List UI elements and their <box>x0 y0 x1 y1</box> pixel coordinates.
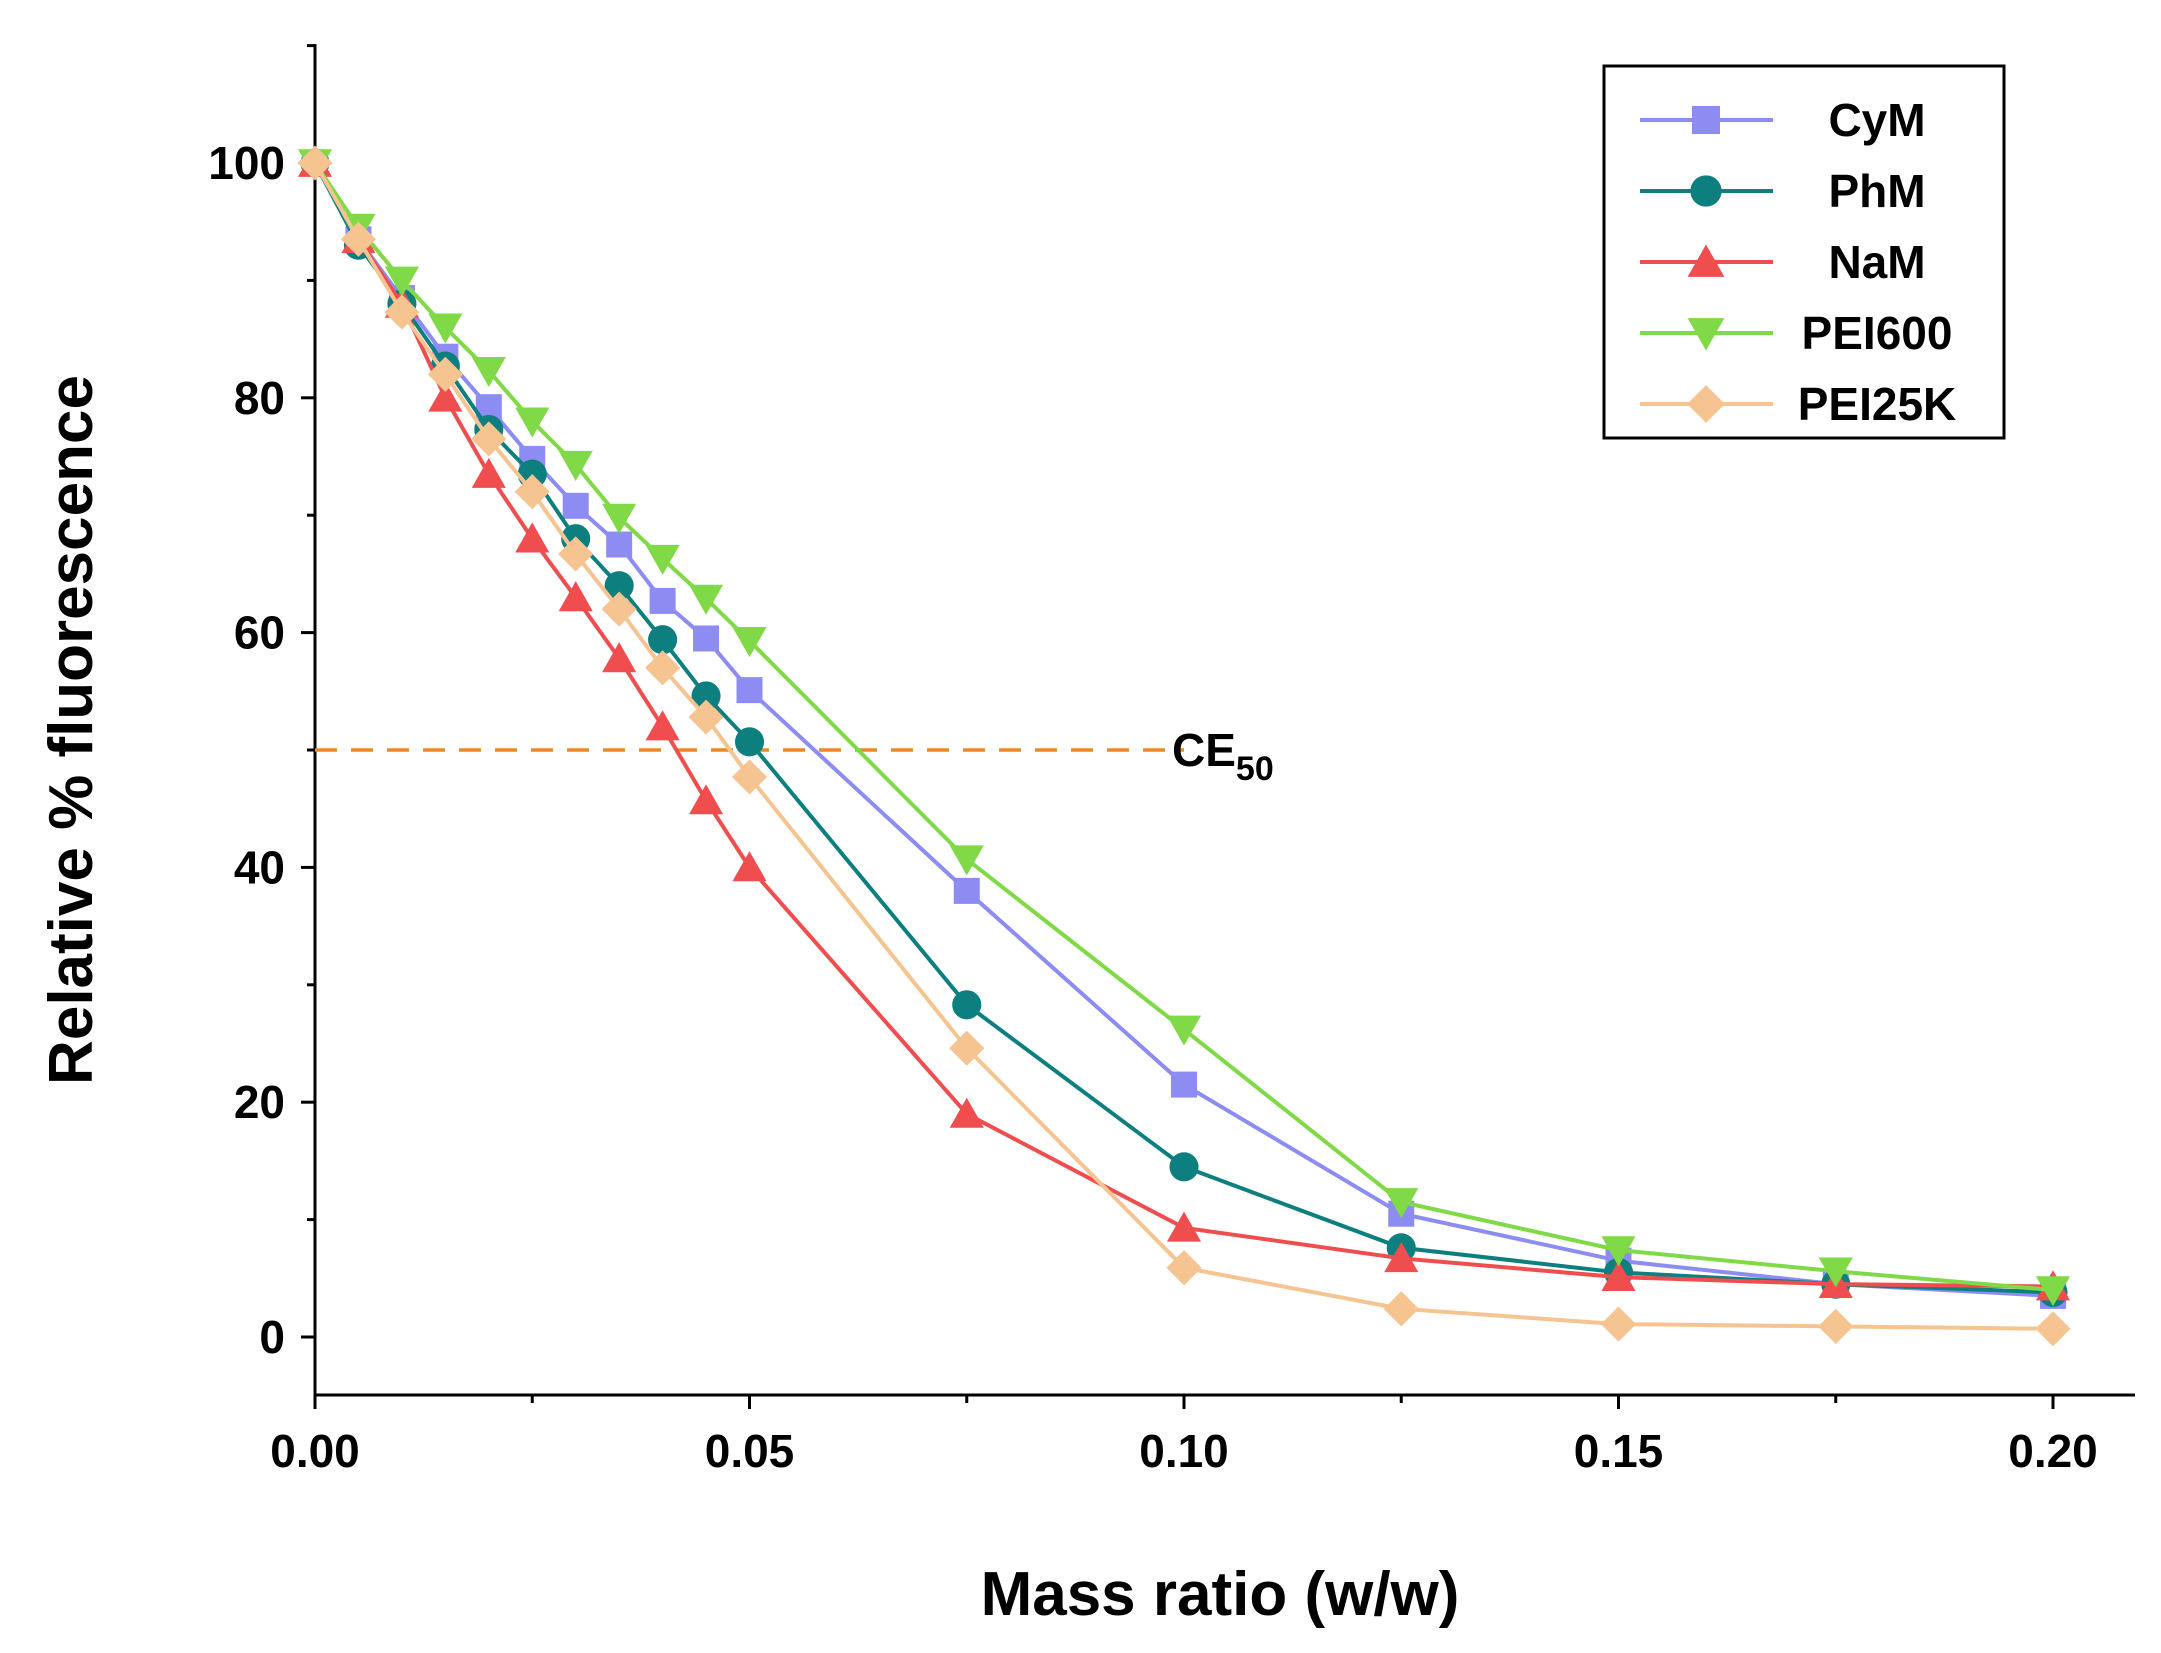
ce50-label-main: CE <box>1172 724 1236 776</box>
data-point-phm <box>952 990 982 1020</box>
data-point-pei25k <box>645 650 681 686</box>
x-axis-title: Mass ratio (w/w) <box>981 1560 1460 1629</box>
x-tick-label: 0.15 <box>1574 1425 1664 1477</box>
legend-item-nam: NaM <box>1640 236 1926 288</box>
legend-label: NaM <box>1828 236 1925 288</box>
data-point-cym <box>562 492 589 519</box>
x-tick-label: 0.20 <box>2008 1425 2098 1477</box>
y-axis-title: Relative % fluorescence <box>37 375 106 1085</box>
axes <box>313 44 2135 1397</box>
legend-label: PhM <box>1828 165 1925 217</box>
data-point-phm <box>648 625 678 655</box>
data-point-pei600 <box>558 450 593 481</box>
data-point-pei25k <box>1383 1291 1419 1327</box>
data-point-pei600 <box>471 356 506 388</box>
data-point-pei600 <box>428 313 463 344</box>
y-tick-label: 20 <box>234 1076 285 1128</box>
data-point-pei25k <box>949 1030 985 1066</box>
data-point-phm <box>604 571 634 601</box>
y-tick-label: 100 <box>208 137 285 189</box>
legend-label: PEI25K <box>1798 378 1957 430</box>
x-tick-label: 0.00 <box>270 1425 360 1477</box>
data-point-pei25k <box>384 294 420 330</box>
x-tick-label: 0.05 <box>705 1425 795 1477</box>
data-point-pei600 <box>688 584 724 615</box>
data-point-nam <box>515 522 550 553</box>
data-point-pei25k <box>601 591 637 627</box>
legend-marker-triangle-up <box>1687 244 1725 277</box>
data-point-pei25k <box>1166 1250 1202 1286</box>
data-point-pei25k <box>427 356 463 392</box>
data-point-phm <box>691 681 721 711</box>
data-point-cym <box>649 587 676 614</box>
data-point-pei25k <box>340 221 376 257</box>
legend-box <box>1602 64 2006 440</box>
legend-item-cym: CyM <box>1640 94 1926 146</box>
data-point-pei600 <box>1601 1236 1636 1267</box>
data-point-nam <box>558 581 593 612</box>
data-point-nam <box>428 381 463 412</box>
series-pei25k <box>297 145 2071 1347</box>
y-tick-label: 40 <box>234 841 285 893</box>
legend-marker-diamond <box>1687 385 1725 423</box>
data-point-pei25k <box>514 474 550 510</box>
data-point-nam <box>1601 1260 1636 1291</box>
y-tick-label: 80 <box>234 372 285 424</box>
data-point-phm <box>1169 1152 1199 1182</box>
data-point-nam <box>471 457 506 488</box>
data-point-nam <box>949 1097 984 1128</box>
data-point-cym <box>953 877 980 904</box>
data-point-pei600 <box>949 845 984 876</box>
y-tick-label: 0 <box>259 1311 285 1363</box>
legend-label: PEI600 <box>1802 307 1953 359</box>
data-point-pei600 <box>602 503 637 534</box>
data-point-pei25k <box>688 699 724 735</box>
data-point-pei25k <box>471 421 507 457</box>
data-point-pei600 <box>645 544 680 575</box>
data-point-pei600 <box>1818 1257 1853 1288</box>
data-point-pei600 <box>1166 1015 1202 1046</box>
ce50-label-subscript: 50 <box>1236 750 1274 788</box>
data-point-nam <box>732 851 767 882</box>
data-point-nam <box>602 642 637 673</box>
series-nam <box>297 146 2071 1301</box>
data-point-nam <box>1384 1242 1419 1273</box>
data-point-pei25k <box>2035 1311 2071 1347</box>
data-point-pei25k <box>297 145 333 181</box>
legend-item-pei600: PEI600 <box>1640 307 1952 359</box>
data-point-pei600 <box>515 407 550 438</box>
data-point-pei600 <box>2035 1276 2071 1307</box>
y-tick-labels: 0 20 40 60 80 100 <box>208 137 285 1363</box>
legend-marker-square <box>1692 106 1720 134</box>
data-point-pei25k <box>558 536 594 572</box>
data-point-nam <box>645 710 680 741</box>
legend-marker-triangle-down <box>1687 318 1725 351</box>
data-point-nam <box>688 784 724 815</box>
legend: CyM PhM NaM PEI600 PEI25K <box>1602 64 2006 440</box>
ce50-label: CE50 <box>1172 724 1274 788</box>
x-tick-labels: 0.00 0.05 0.10 0.15 0.20 <box>270 1425 2098 1477</box>
data-point-pei25k <box>731 759 768 795</box>
data-point-cym <box>736 677 763 704</box>
data-point-pei600 <box>1384 1188 1419 1219</box>
series-group <box>297 145 2071 1347</box>
data-point-cym <box>606 531 633 558</box>
data-point-pei600 <box>732 627 767 658</box>
data-point-pei600 <box>384 266 419 297</box>
data-point-nam <box>1166 1211 1202 1242</box>
x-tick-label: 0.10 <box>1139 1425 1229 1477</box>
legend-item-phm: PhM <box>1640 165 1926 217</box>
legend-item-pei25k: PEI25K <box>1640 378 1956 430</box>
legend-marker-circle <box>1690 175 1722 207</box>
data-point-cym <box>693 625 720 652</box>
legend-label: CyM <box>1828 94 1925 146</box>
data-point-pei25k <box>1818 1308 1854 1344</box>
y-tick-label: 60 <box>234 607 285 659</box>
data-point-cym <box>1171 1071 1197 1098</box>
data-point-phm <box>734 727 765 757</box>
data-point-pei25k <box>1600 1306 1637 1342</box>
